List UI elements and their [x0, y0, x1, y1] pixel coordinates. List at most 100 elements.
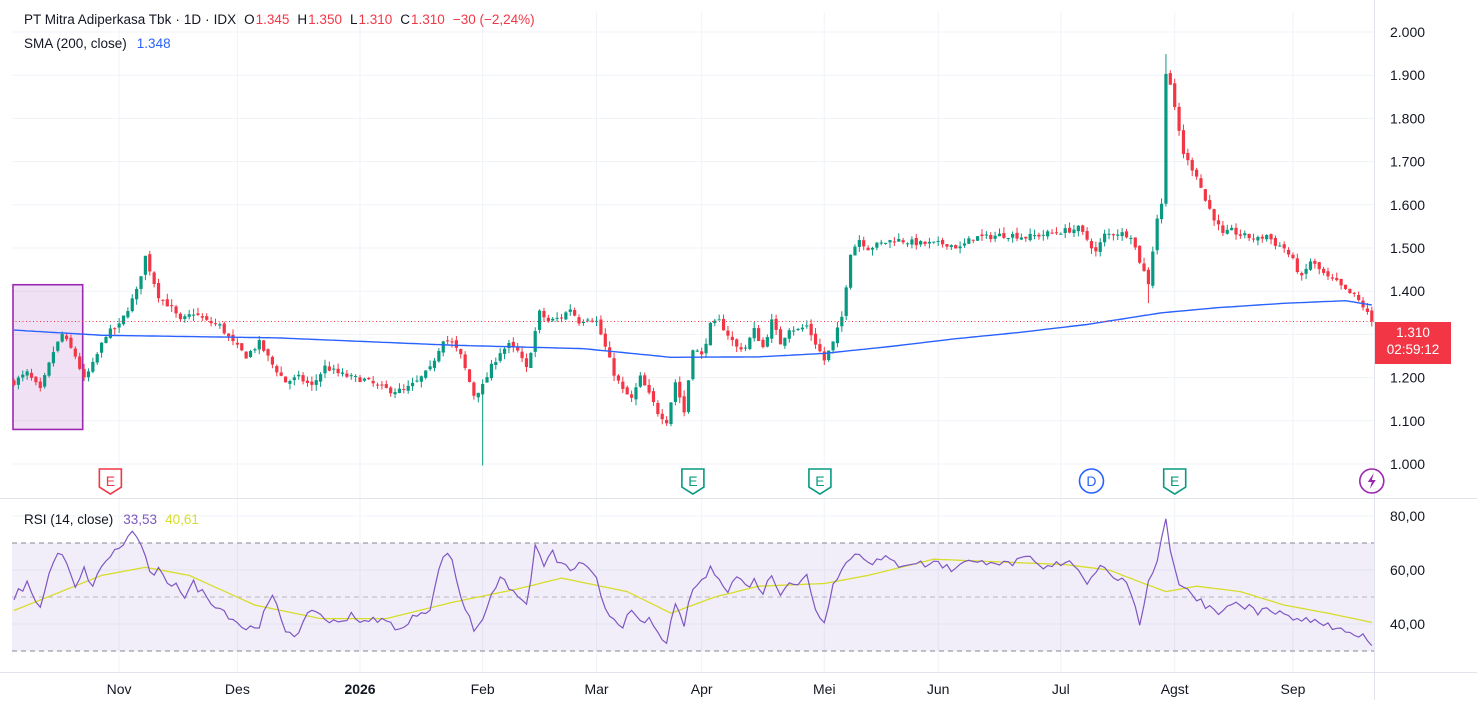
candle-body: [1067, 227, 1072, 233]
candle-body: [726, 330, 730, 336]
candle-body: [700, 351, 704, 355]
candle-body: [682, 396, 686, 413]
candle-body: [240, 343, 244, 351]
candle-body: [1063, 228, 1067, 233]
event-marker-E[interactable]: E: [681, 468, 705, 495]
candle-body: [170, 305, 174, 307]
candle-body: [73, 348, 77, 357]
candle-body: [1322, 268, 1326, 273]
rsi-legend[interactable]: RSI (14, close) 33,53 40,61: [24, 512, 199, 527]
candle-body: [686, 380, 691, 412]
candle-body: [1138, 245, 1142, 263]
candle-body: [844, 287, 848, 316]
candle-body: [266, 349, 270, 356]
candle-body: [958, 246, 962, 249]
rsi-bands: [12, 542, 1374, 652]
candle-body: [1247, 233, 1251, 239]
candle-body: [1190, 160, 1194, 171]
rsi-path: [13, 518, 1373, 646]
candle-body: [161, 299, 165, 301]
candle-body: [222, 323, 226, 334]
candle-body: [354, 376, 358, 378]
candle-body: [997, 233, 1002, 237]
candle-body: [1011, 233, 1015, 238]
candle-body: [765, 337, 769, 347]
sma-legend[interactable]: SMA (200, close) 1.348: [24, 36, 171, 51]
candle-body: [248, 351, 253, 357]
event-marker-E[interactable]: E: [1162, 468, 1187, 495]
candle-body: [774, 318, 778, 330]
time-tick-label: Jun: [927, 681, 950, 697]
candle-body: [345, 373, 349, 377]
candle-body: [336, 368, 340, 374]
candle-body: [1230, 227, 1234, 231]
candle-body: [678, 381, 682, 398]
symbol-name[interactable]: PT Mitra Adiperkasa Tbk: [24, 12, 172, 27]
rsi-band-fill: [12, 543, 1374, 651]
earnings-icon: [681, 468, 705, 495]
rsi-ma-value: 40,61: [165, 512, 199, 527]
candle-body: [932, 241, 936, 243]
candle-body: [29, 372, 34, 378]
candle-body: [152, 272, 156, 284]
candle-body: [78, 356, 82, 369]
candle-body: [371, 380, 375, 384]
candle-body: [1265, 235, 1269, 240]
candle-body: [1019, 237, 1023, 240]
event-marker-E[interactable]: E: [808, 468, 832, 495]
candle-body: [1300, 273, 1304, 276]
last-price-badge: 1.310 02:59:12: [1375, 322, 1451, 364]
candle-body: [586, 319, 590, 321]
candle-body: [892, 241, 896, 243]
price-tick-label: 1.700: [1390, 154, 1425, 170]
candle-body: [156, 283, 161, 299]
candle-body: [730, 336, 734, 341]
candle-body: [625, 387, 629, 395]
candle-body: [450, 341, 454, 343]
event-marker-flash[interactable]: [1359, 468, 1385, 494]
event-marker-E[interactable]: E: [98, 468, 123, 495]
candle-body: [126, 311, 130, 318]
candle-body: [454, 340, 458, 348]
candle-body: [1085, 231, 1089, 240]
candle-body: [1343, 284, 1348, 290]
candle-body: [638, 375, 642, 387]
rsi-label: RSI (14, close): [24, 512, 114, 527]
time-tick-label: Sep: [1280, 681, 1305, 697]
event-marker-D[interactable]: D: [1078, 468, 1105, 494]
candle-body: [1199, 178, 1203, 188]
candle-body: [1041, 234, 1045, 236]
candle-body: [117, 323, 121, 328]
candle-body: [1006, 238, 1010, 240]
candle-body: [1164, 73, 1168, 204]
candle-body: [538, 310, 542, 330]
candle-body: [1089, 241, 1094, 249]
candle-body: [665, 419, 669, 424]
candle-body: [573, 310, 577, 316]
main-legend: PT Mitra Adiperkasa Tbk · 1D · IDX O 1.34…: [24, 12, 535, 27]
close-key: C: [400, 12, 411, 27]
candle-body: [1216, 220, 1221, 225]
candle-body: [1081, 225, 1085, 232]
candle-body: [209, 320, 213, 324]
candle-body: [822, 351, 826, 361]
interval-label[interactable]: 1D: [183, 12, 202, 27]
candle-body: [507, 342, 511, 349]
candle-body: [257, 340, 261, 350]
price-tick-label: 1.000: [1390, 456, 1425, 472]
candle-body: [389, 387, 393, 394]
candle-body: [424, 370, 428, 378]
earnings-letter: E: [688, 473, 697, 489]
candle-body: [113, 328, 117, 330]
rsi-value: 33,53: [123, 512, 158, 527]
candle-body: [69, 337, 73, 348]
candle-body: [555, 317, 559, 319]
open-key: O: [244, 12, 255, 27]
candle-body: [21, 374, 25, 378]
candle-body: [559, 317, 564, 319]
candle-body: [1098, 242, 1102, 252]
sma-line: [13, 299, 1372, 358]
dividend-letter: D: [1086, 473, 1096, 489]
